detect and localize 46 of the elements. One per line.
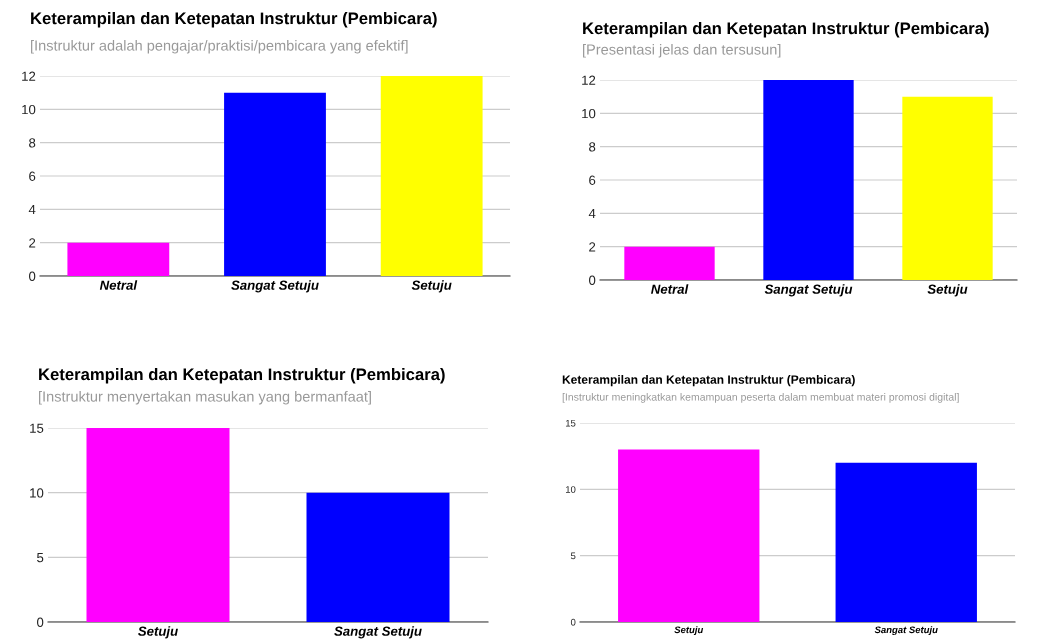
- bar: [763, 80, 854, 280]
- y-tick-label: 12: [22, 71, 36, 81]
- chart-subtitle: [Instruktur adalah pengajar/praktisi/pembicara yang efektif]: [31, 40, 408, 54]
- y-tick-label: 12: [582, 75, 596, 85]
- chart-subtitle: [Presentasi jelas dan tersusun]: [583, 44, 781, 58]
- bar: [224, 92, 326, 276]
- y-tick-label: 6: [589, 175, 596, 185]
- y-tick-label: 15: [565, 419, 576, 427]
- y-tick-label: 4: [28, 205, 36, 215]
- y-tick-label: 5: [570, 552, 576, 560]
- y-tick-label: 0: [589, 275, 596, 285]
- chart-title: Keterampilan dan Ketepatan Instruktur (Pembicara): [31, 12, 437, 28]
- bar: [624, 246, 715, 280]
- chart-title: Keterampilan dan Ketepatan Instruktur (Pembicara): [562, 375, 855, 387]
- y-tick-label: 10: [30, 488, 44, 498]
- x-tick-label: Setuju: [138, 626, 178, 639]
- x-tick-label: Setuju: [674, 626, 704, 636]
- y-tick-label: 10: [22, 104, 36, 115]
- x-tick-label: Sangat Setuju: [231, 280, 319, 293]
- bar: [380, 76, 483, 276]
- y-tick-label: 10: [565, 486, 576, 493]
- x-tick-label: Sangat Setuju: [874, 626, 938, 636]
- y-tick-label: 0: [570, 618, 576, 626]
- bar: [902, 96, 993, 280]
- chart-subtitle: [Instruktur menyertakan masukan yang bermanfaat]: [39, 391, 371, 405]
- y-tick-label: 0: [29, 271, 36, 281]
- y-tick-label: 0: [37, 617, 44, 627]
- x-tick-label: Sangat Setuju: [334, 626, 422, 639]
- y-tick-label: 4: [588, 209, 596, 219]
- x-tick-label: Setuju: [927, 284, 968, 297]
- y-tick-label: 2: [589, 242, 596, 252]
- chart-subtitle: [Instruktur meningkatkan kemampuan peserta dalam membuat materi promosi digital]: [562, 393, 959, 403]
- x-tick-label: Netral: [651, 284, 689, 294]
- y-tick-label: 2: [29, 238, 36, 248]
- x-tick-label: Netral: [99, 280, 138, 290]
- chart-title: Keterampilan dan Ketepatan Instruktur (Pembicara): [39, 368, 445, 384]
- y-tick-label: 5: [37, 553, 44, 563]
- chart-title: Keterampilan dan Ketepatan Instruktur (Pembicara): [583, 22, 989, 38]
- y-tick-label: 10: [582, 108, 596, 119]
- y-tick-label: 8: [589, 142, 596, 152]
- bar: [67, 242, 170, 276]
- y-tick-label: 15: [30, 423, 44, 433]
- x-tick-label: Sangat Setuju: [764, 284, 853, 297]
- y-tick-label: 6: [29, 171, 36, 181]
- y-tick-label: 8: [29, 138, 36, 148]
- x-tick-label: Setuju: [411, 280, 452, 293]
